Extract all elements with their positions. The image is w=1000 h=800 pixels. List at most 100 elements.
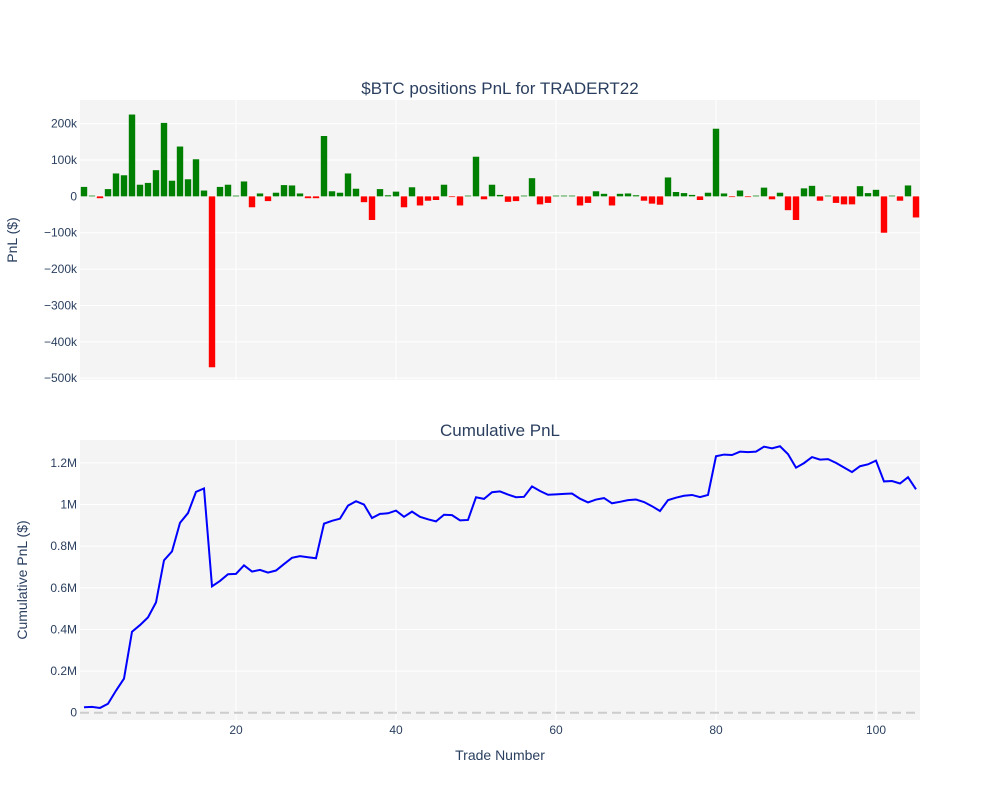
pnl-plot-background (80, 100, 920, 380)
pnl-bar (328, 191, 336, 197)
pnl-bar (312, 196, 320, 199)
pnl-bar (304, 196, 312, 199)
pnl-bar (624, 193, 632, 197)
cumulative-x-tick: 20 (229, 723, 243, 737)
cumulative-x-tick: 40 (389, 723, 403, 737)
cumulative-plot-background (80, 440, 920, 720)
pnl-bar (528, 178, 536, 197)
pnl-bars (80, 114, 920, 368)
pnl-bar (728, 196, 736, 198)
pnl-bar (496, 194, 504, 197)
pnl-y-tick: 200k (51, 117, 78, 131)
cumulative-x-axis-title: Trade Number (455, 747, 545, 763)
pnl-bar (736, 190, 744, 197)
pnl-bar (888, 195, 896, 197)
pnl-bar (88, 195, 96, 197)
pnl-bar (280, 185, 288, 197)
pnl-bar (152, 170, 160, 197)
pnl-bar (872, 189, 880, 197)
pnl-bar (464, 195, 472, 197)
cumulative-x-tick: 100 (866, 723, 886, 737)
pnl-chart-title: $BTC positions PnL for TRADERT22 (361, 79, 638, 98)
cumulative-y-tick: 0.6M (50, 581, 77, 595)
pnl-bar (600, 193, 608, 197)
pnl-bar (408, 187, 416, 197)
pnl-bar (808, 185, 816, 197)
pnl-bar (752, 195, 760, 197)
pnl-bar (520, 195, 528, 197)
pnl-bar (560, 195, 568, 197)
pnl-bar (688, 194, 696, 197)
pnl-y-tick: −100k (44, 226, 78, 240)
pnl-bar (96, 196, 104, 199)
pnl-bar (832, 196, 840, 203)
cumulative-chart-title: Cumulative PnL (440, 421, 560, 440)
pnl-bar (784, 196, 792, 211)
cumulative-y-tick: 1.2M (50, 456, 77, 470)
pnl-bar (376, 189, 384, 197)
pnl-bar (664, 177, 672, 197)
pnl-bar (840, 196, 848, 205)
pnl-bar (352, 188, 360, 197)
pnl-bar (656, 196, 664, 205)
pnl-y-tick: −200k (44, 262, 78, 276)
pnl-bar (120, 175, 128, 197)
pnl-bar (912, 196, 920, 218)
pnl-bar (216, 186, 224, 197)
pnl-bar (184, 179, 192, 197)
pnl-bar (472, 156, 480, 197)
cumulative-y-tick: 0.8M (50, 539, 77, 553)
pnl-bar (488, 184, 496, 197)
pnl-bar (680, 193, 688, 197)
pnl-bar (456, 196, 464, 206)
cumulative-y-tick: 0.2M (50, 664, 77, 678)
pnl-bar (200, 190, 208, 197)
pnl-bar (768, 196, 776, 200)
pnl-y-tick: −300k (44, 298, 78, 312)
pnl-bar (144, 182, 152, 197)
pnl-bar (232, 195, 240, 197)
cumulative-y-tick: 0.4M (50, 622, 77, 636)
pnl-bar (552, 195, 560, 197)
pnl-bar (448, 196, 456, 198)
pnl-bar (112, 173, 120, 197)
pnl-y-axis-title: PnL ($) (4, 217, 20, 262)
pnl-bar (392, 191, 400, 197)
pnl-bar (432, 196, 440, 200)
pnl-bar (896, 196, 904, 201)
pnl-bar (336, 192, 344, 197)
pnl-bar (512, 196, 520, 202)
pnl-bar (584, 196, 592, 203)
pnl-bar (160, 122, 168, 197)
pnl-bar (480, 196, 488, 200)
pnl-bar (208, 196, 216, 368)
pnl-bar (592, 191, 600, 197)
pnl-bar (568, 195, 576, 197)
pnl-bar (504, 196, 512, 202)
pnl-bar (760, 187, 768, 197)
cumulative-x-tick: 60 (549, 723, 563, 737)
pnl-bar (416, 196, 424, 206)
pnl-bar (248, 196, 256, 208)
pnl-bar (400, 196, 408, 208)
pnl-bar (880, 196, 888, 233)
pnl-bar (240, 181, 248, 197)
pnl-bar (536, 196, 544, 205)
pnl-bar (704, 192, 712, 197)
cumulative-x-tick: 80 (709, 723, 723, 737)
pnl-bar (608, 196, 616, 206)
pnl-bar (672, 192, 680, 197)
pnl-bar (776, 192, 784, 197)
pnl-bar (616, 193, 624, 197)
cumulative-y-tick: 0 (70, 706, 77, 720)
pnl-bar (104, 189, 112, 197)
pnl-bar (696, 196, 704, 200)
cumulative-x-tick-labels: 20 40 60 80 100 (229, 723, 886, 737)
pnl-bar (424, 196, 432, 201)
pnl-bar (544, 196, 552, 203)
pnl-bar (712, 128, 720, 197)
pnl-bar (792, 196, 800, 220)
cumulative-y-tick-labels: 0 0.2M 0.4M 0.6M 0.8M 1M 1.2M (50, 456, 77, 720)
pnl-y-tick: −500k (44, 371, 78, 385)
